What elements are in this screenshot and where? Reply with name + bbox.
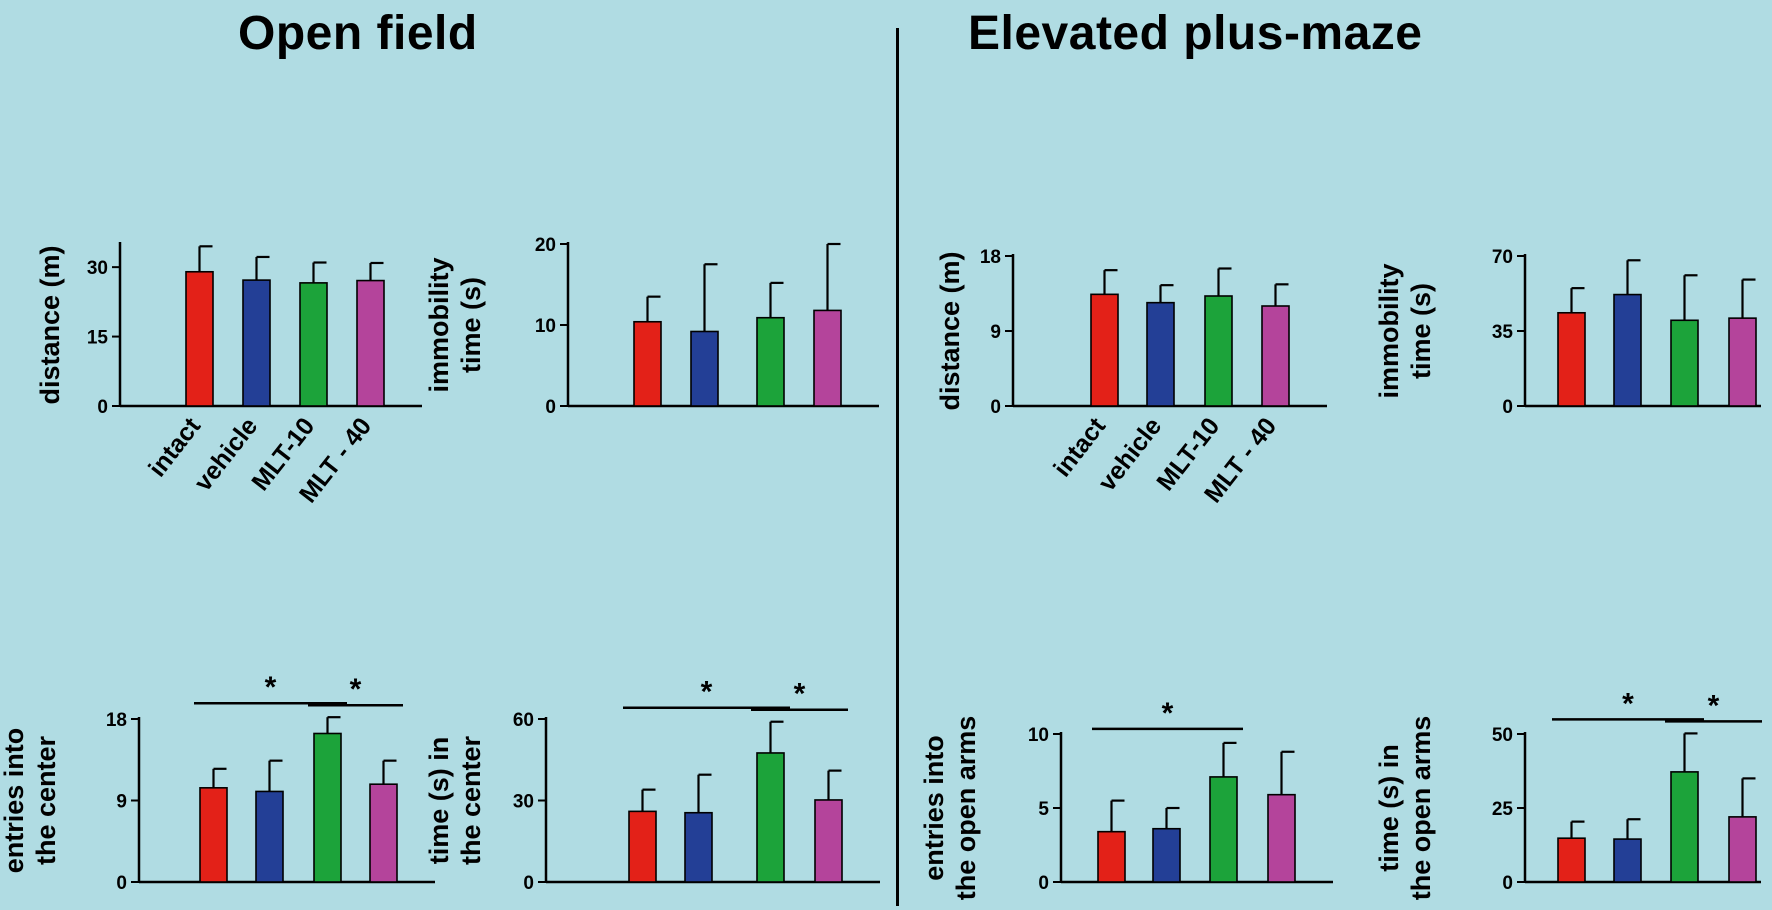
y-tick-label: 20: [535, 235, 556, 256]
y-tick-label: 5: [1038, 799, 1049, 820]
y-tick-label: 0: [116, 873, 127, 894]
bar-vehicle: [1146, 301, 1175, 407]
significance-star: *: [1162, 697, 1174, 730]
chart-of-entries: 0 9 18 entries intothe center * *: [0, 671, 435, 894]
significance-star: *: [1622, 687, 1634, 720]
bar-vehicle: [690, 330, 719, 407]
bar-mlt-40: [1261, 305, 1290, 407]
bar-mlt-40: [814, 799, 843, 883]
y-tick-label: 60: [513, 710, 534, 731]
bar-intact: [1090, 293, 1119, 407]
bar-mlt-40: [1728, 816, 1757, 883]
bar-intact: [633, 320, 662, 407]
y-axis-label-line: time (s): [456, 277, 486, 373]
y-tick-label: 9: [990, 322, 1001, 343]
y-tick-label: 9: [116, 792, 127, 813]
y-axis-label-line: time (s) in: [1374, 744, 1404, 872]
bar-mlt-10: [756, 752, 785, 883]
bar-mlt-40: [369, 783, 398, 883]
chart-epm-entries: 0 5 10 entries intothe open arms *: [919, 697, 1333, 900]
y-tick-label: 18: [106, 710, 127, 731]
y-tick-label: 0: [523, 873, 534, 894]
bar-mlt-10: [1209, 776, 1238, 883]
y-tick-label: 35: [1492, 322, 1514, 343]
y-axis-label-line: the center: [31, 735, 61, 865]
bar-intact: [199, 787, 228, 883]
significance-star: *: [1708, 689, 1720, 722]
bar-intact: [628, 810, 657, 883]
y-axis-label-line: time (s): [1406, 283, 1436, 379]
y-axis-label-line: the open arms: [951, 716, 981, 901]
y-axis-label: time (s) inthe center: [424, 735, 486, 865]
y-tick-label: 15: [87, 328, 109, 349]
bar-vehicle: [242, 279, 271, 407]
significance-star: *: [265, 671, 277, 704]
y-axis-label: distance (m): [35, 245, 65, 404]
bar-mlt-40: [1267, 793, 1296, 883]
bar-vehicle: [255, 790, 284, 883]
chart-of-immobility: 0 10 20 immobilitytime (s): [424, 235, 879, 418]
y-tick-label: 25: [1492, 799, 1514, 820]
open-field-title: Open field: [238, 7, 478, 60]
y-axis-label: distance (m): [935, 251, 965, 410]
bar-mlt-40: [813, 309, 842, 407]
bar-vehicle: [1152, 827, 1181, 883]
y-axis-label-line: immobility: [424, 257, 454, 392]
bar-vehicle: [1613, 293, 1642, 407]
significance-star: *: [794, 678, 806, 711]
y-axis-label: immobilitytime (s): [1374, 263, 1436, 398]
y-axis-label: entries intothe center: [0, 728, 61, 874]
y-tick-label: 0: [1038, 873, 1049, 894]
bar-intact: [1557, 837, 1586, 883]
bar-mlt-10: [313, 732, 342, 883]
y-axis-label-line: time (s) in: [424, 737, 454, 865]
y-axis-label-line: immobility: [1374, 263, 1404, 398]
y-tick-label: 0: [1502, 397, 1513, 418]
bar-vehicle: [1613, 838, 1642, 883]
y-axis-label: entries intothe open arms: [919, 716, 981, 901]
y-tick-label: 10: [1028, 725, 1049, 746]
y-tick-label: 30: [513, 792, 534, 813]
y-tick-label: 0: [545, 397, 556, 418]
bar-vehicle: [684, 811, 713, 883]
bar-mlt-40: [1728, 317, 1757, 407]
significance-star: *: [701, 676, 713, 709]
chart-of-time-center: 0 30 60 time (s) inthe center * *: [424, 676, 880, 894]
y-tick-label: 70: [1492, 247, 1513, 268]
chart-epm-immobility: 0 35 70 immobilitytime (s): [1374, 247, 1761, 418]
chart-epm-time-arms: 0 25 50 time (s) inthe open arms * *: [1374, 687, 1762, 900]
bar-intact: [1097, 830, 1126, 883]
y-tick-label: 0: [990, 397, 1001, 418]
y-axis-label: immobilitytime (s): [424, 257, 486, 392]
y-tick-label: 0: [1502, 873, 1513, 894]
bar-mlt-10: [1670, 771, 1699, 883]
y-tick-label: 0: [97, 397, 108, 418]
significance-star: *: [350, 673, 362, 706]
bar-mlt-10: [1204, 295, 1233, 407]
bar-mlt-10: [756, 316, 785, 407]
bar-mlt-10: [1670, 319, 1699, 407]
y-axis-label-line: the center: [456, 735, 486, 865]
y-tick-label: 30: [87, 258, 108, 279]
y-axis-label-line: distance (m): [935, 251, 965, 410]
y-axis-label: time (s) inthe open arms: [1374, 716, 1436, 901]
y-axis-label-line: entries into: [0, 728, 29, 874]
section-divider: [896, 28, 899, 906]
bar-mlt-40: [356, 279, 385, 407]
elevated-plus-maze-title: Elevated plus-maze: [968, 7, 1423, 60]
y-axis-label-line: distance (m): [35, 245, 65, 404]
y-tick-label: 50: [1492, 725, 1513, 746]
bar-mlt-10: [299, 282, 328, 407]
bar-intact: [1557, 311, 1586, 407]
y-axis-label-line: entries into: [919, 735, 949, 881]
bar-intact: [185, 270, 214, 407]
y-tick-label: 10: [535, 316, 556, 337]
y-tick-label: 18: [980, 247, 1001, 268]
y-axis-label-line: the open arms: [1406, 716, 1436, 901]
